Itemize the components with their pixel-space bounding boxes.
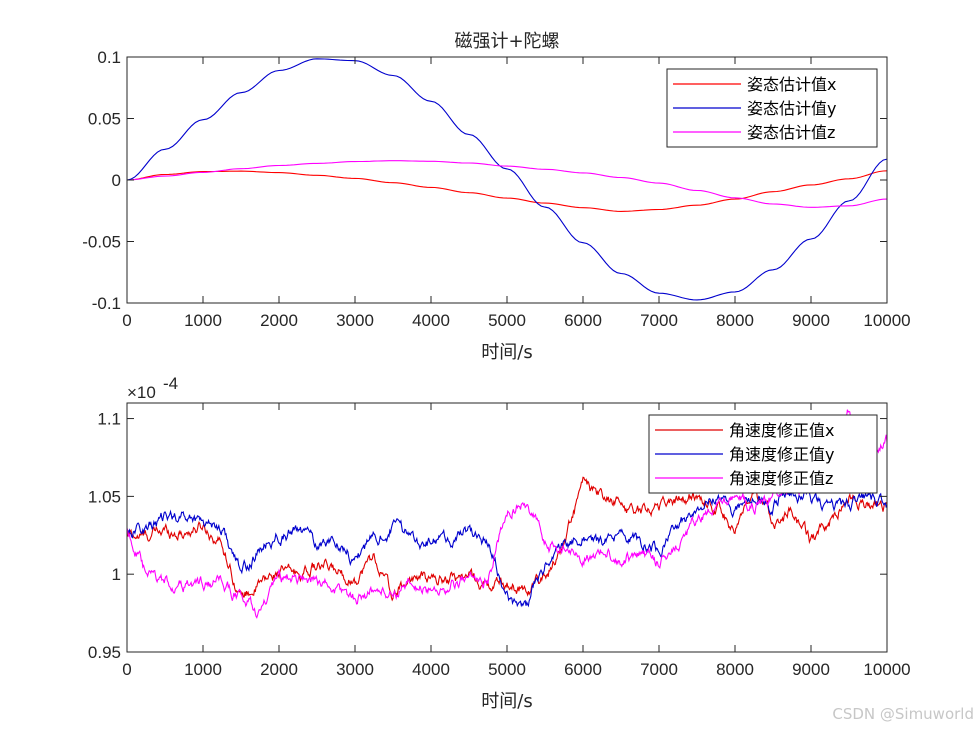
x-tick-label: 8000 — [716, 660, 754, 679]
legend-label-1: 角速度修正值x — [729, 421, 834, 440]
y-tick-label: -0.1 — [92, 294, 121, 313]
x-tick-label: 4000 — [412, 311, 450, 330]
x-tick-label: 3000 — [336, 311, 374, 330]
series-line-3 — [127, 160, 887, 208]
x-tick-label: 10000 — [863, 660, 910, 679]
y-tick-label: 1.1 — [97, 410, 121, 429]
y-tick-label: 1.05 — [88, 487, 121, 506]
series-line-2 — [127, 58, 887, 301]
x-tick-label: 10000 — [863, 311, 910, 330]
y-tick-label: 0.05 — [88, 110, 121, 129]
x-tick-label: 9000 — [792, 660, 830, 679]
series-line-1 — [127, 170, 887, 212]
y-exponent-label: ×10 — [127, 383, 156, 402]
chart-2: 0 1000 2000 3000 4000 5000 6000 7000 8000 9000 100… — [88, 374, 911, 712]
y-tick-label: -0.05 — [82, 233, 121, 252]
x-tick-label: 0 — [122, 660, 131, 679]
series-group — [127, 409, 887, 619]
x-tick-label: 5000 — [488, 311, 526, 330]
legend-label-3: 姿态估计值z — [747, 123, 835, 142]
x-tick-label: 3000 — [336, 660, 374, 679]
y-tick-label: 0.95 — [88, 643, 121, 662]
y-tick-label: 1 — [112, 565, 121, 584]
x-tick-label: 8000 — [716, 311, 754, 330]
series-line-3 — [127, 409, 887, 619]
x-tick-label: 7000 — [640, 660, 678, 679]
y-tick-label: 0 — [112, 171, 121, 190]
x-tick-label: 2000 — [260, 660, 298, 679]
x-tick-label: 6000 — [564, 311, 602, 330]
x-tick-label: 0 — [122, 311, 131, 330]
x-axis-label: 时间/s — [481, 342, 532, 363]
chart-title: 磁强计+陀螺 — [454, 31, 559, 52]
y-tick-label: 0.1 — [97, 48, 121, 67]
x-tick-label: 1000 — [184, 660, 222, 679]
x-tick-label: 4000 — [412, 660, 450, 679]
watermark: CSDN @Simuworld — [832, 705, 974, 723]
x-tick-label: 5000 — [488, 660, 526, 679]
x-tick-label: 2000 — [260, 311, 298, 330]
legend-label-3: 角速度修正值z — [729, 469, 833, 488]
series-group — [127, 58, 887, 301]
x-tick-label: 1000 — [184, 311, 222, 330]
legend: 姿态估计值x 姿态估计值y 姿态估计值z — [666, 68, 878, 148]
y-exponent-power: -4 — [163, 374, 178, 393]
x-tick-label: 6000 — [564, 660, 602, 679]
legend-label-2: 角速度修正值y — [729, 445, 834, 464]
chart-1: 0 1000 2000 3000 4000 5000 6000 7000 8000 9000 100… — [82, 31, 910, 363]
x-tick-label: 7000 — [640, 311, 678, 330]
legend: 角速度修正值x 角速度修正值y 角速度修正值z — [648, 414, 878, 494]
x-tick-label: 9000 — [792, 311, 830, 330]
x-axis-label: 时间/s — [481, 691, 532, 712]
legend-label-2: 姿态估计值y — [747, 99, 836, 118]
legend-label-1: 姿态估计值x — [747, 75, 836, 94]
